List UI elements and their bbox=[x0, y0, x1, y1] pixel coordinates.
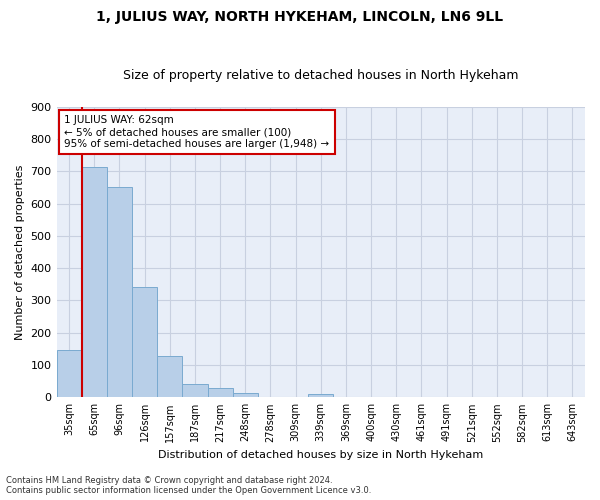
Bar bbox=[182, 384, 208, 398]
Title: Size of property relative to detached houses in North Hykeham: Size of property relative to detached ho… bbox=[123, 69, 518, 82]
Text: Contains HM Land Registry data © Crown copyright and database right 2024.
Contai: Contains HM Land Registry data © Crown c… bbox=[6, 476, 371, 495]
Text: 1, JULIUS WAY, NORTH HYKEHAM, LINCOLN, LN6 9LL: 1, JULIUS WAY, NORTH HYKEHAM, LINCOLN, L… bbox=[97, 10, 503, 24]
Bar bbox=[107, 187, 132, 398]
Bar bbox=[233, 394, 258, 398]
Bar bbox=[132, 287, 157, 398]
Bar bbox=[56, 350, 82, 398]
Bar bbox=[208, 388, 233, 398]
Bar bbox=[82, 167, 107, 398]
Bar bbox=[308, 394, 334, 398]
X-axis label: Distribution of detached houses by size in North Hykeham: Distribution of detached houses by size … bbox=[158, 450, 484, 460]
Text: 1 JULIUS WAY: 62sqm
← 5% of detached houses are smaller (100)
95% of semi-detach: 1 JULIUS WAY: 62sqm ← 5% of detached hou… bbox=[64, 116, 329, 148]
Y-axis label: Number of detached properties: Number of detached properties bbox=[15, 164, 25, 340]
Bar bbox=[157, 356, 182, 398]
